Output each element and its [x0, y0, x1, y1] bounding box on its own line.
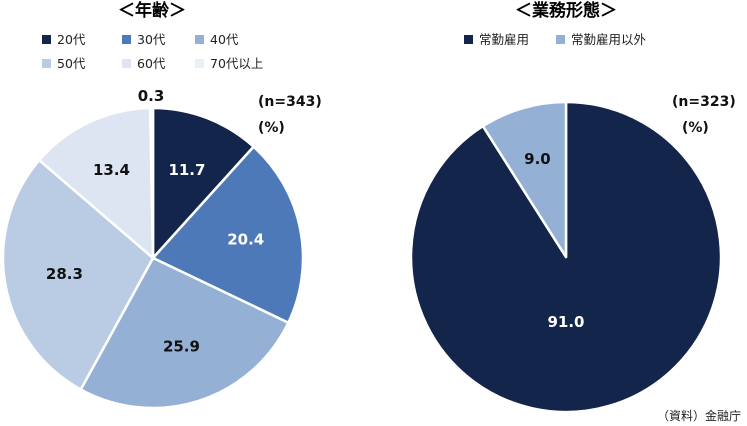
- employment-n-label: (n=323): [672, 94, 736, 110]
- legend-swatch: [42, 35, 51, 44]
- employment-chart-title: ＜業務形態＞: [515, 0, 617, 21]
- age-chart-title: ＜年齢＞: [118, 0, 186, 21]
- legend-label: 70代以上: [210, 56, 263, 71]
- legend-swatch: [195, 35, 204, 44]
- age-pie-panel: ＜年齢＞ 20代 30代 40代 50代 60代 70代以上 (n=343) (%) 11…: [1, 0, 322, 410]
- slice-value-label: 25.9: [163, 338, 200, 356]
- slice-value-label: 0.3: [138, 87, 165, 105]
- legend-swatch: [556, 35, 565, 44]
- employment-pie: 91.0 9.0: [409, 100, 723, 414]
- slice-value-label: 9.0: [524, 150, 551, 168]
- employment-legend: 常勤雇用 常勤雇用以外: [464, 32, 647, 47]
- slice-value-label: 20.4: [227, 231, 264, 249]
- slice-value-label: 11.7: [168, 161, 205, 179]
- legend-label: 30代: [137, 32, 166, 47]
- age-pie: 11.7 20.4 25.9 28.3 13.4 0.3: [1, 87, 305, 410]
- legend-label: 常勤雇用: [479, 32, 529, 47]
- pie-slice: [1, 158, 155, 391]
- legend-label: 50代: [57, 56, 86, 71]
- slice-value-label: 13.4: [93, 161, 130, 179]
- pie-slice: [481, 100, 568, 259]
- age-legend: 20代 30代 40代 50代 60代 70代以上: [42, 32, 263, 71]
- legend-swatch: [122, 59, 131, 68]
- pie-slice: [148, 106, 155, 260]
- legend-label: 20代: [57, 32, 86, 47]
- employment-unit-label: (%): [682, 120, 709, 136]
- pie-slice: [151, 106, 255, 260]
- legend-swatch: [42, 59, 51, 68]
- legend-swatch: [464, 35, 473, 44]
- pie-slice: [151, 145, 305, 324]
- age-n-label: (n=343): [258, 94, 322, 110]
- legend-swatch: [195, 59, 204, 68]
- source-note: （資料）金融庁: [657, 408, 741, 423]
- legend-label: 常勤雇用以外: [571, 32, 647, 47]
- slice-value-label: 28.3: [46, 265, 83, 283]
- slice-value-label: 91.0: [547, 313, 584, 331]
- pie-slice: [37, 106, 155, 260]
- employment-pie-panel: ＜業務形態＞ 常勤雇用 常勤雇用以外 (n=323) (%) 91.0 9.0: [409, 0, 736, 414]
- legend-label: 40代: [210, 32, 239, 47]
- legend-swatch: [122, 35, 131, 44]
- age-unit-label: (%): [258, 120, 285, 136]
- legend-label: 60代: [137, 56, 166, 71]
